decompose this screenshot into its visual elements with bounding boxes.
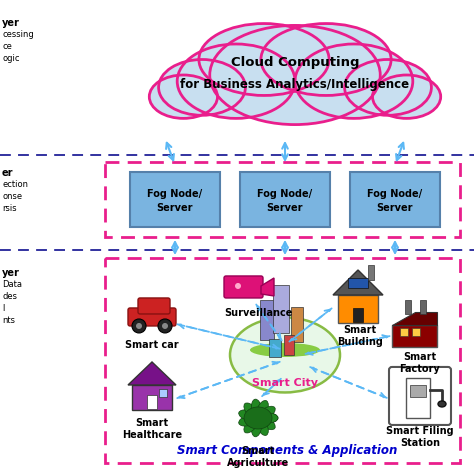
Text: yer: yer [2,268,20,278]
FancyBboxPatch shape [130,172,220,227]
FancyBboxPatch shape [284,335,294,355]
FancyBboxPatch shape [105,258,460,463]
Ellipse shape [345,60,431,115]
Ellipse shape [251,399,262,419]
FancyBboxPatch shape [273,285,289,333]
FancyBboxPatch shape [338,295,378,323]
Text: Smart
Building: Smart Building [337,325,383,346]
Text: Server: Server [157,203,193,213]
Text: for Business Analytics/Intelligence: for Business Analytics/Intelligence [181,79,410,91]
Text: Server: Server [267,203,303,213]
Ellipse shape [239,415,258,426]
Polygon shape [128,362,176,385]
Text: Smart car: Smart car [125,340,179,350]
Text: Smart
Agriculture: Smart Agriculture [227,446,289,467]
Ellipse shape [256,417,268,436]
Text: Fog Node/: Fog Node/ [147,190,202,200]
FancyBboxPatch shape [105,162,460,237]
Ellipse shape [257,416,275,429]
FancyBboxPatch shape [348,278,368,288]
Circle shape [235,283,241,289]
Ellipse shape [177,44,295,118]
Text: Smart
Factory: Smart Factory [400,352,440,374]
Ellipse shape [258,413,278,423]
FancyBboxPatch shape [224,276,263,298]
Ellipse shape [258,413,278,423]
Text: nts: nts [2,316,15,325]
Ellipse shape [373,75,441,118]
FancyBboxPatch shape [392,325,437,347]
Ellipse shape [256,401,268,419]
Text: Cloud Computing: Cloud Computing [231,56,359,70]
FancyBboxPatch shape [138,298,170,314]
Text: Smart City: Smart City [252,378,318,388]
Text: rsis: rsis [2,204,17,213]
Ellipse shape [295,44,413,118]
Polygon shape [333,270,383,295]
FancyBboxPatch shape [405,300,411,314]
FancyBboxPatch shape [368,265,374,280]
Circle shape [136,323,142,329]
Text: onse: onse [2,192,22,201]
Polygon shape [261,278,274,296]
Ellipse shape [261,24,391,95]
Ellipse shape [239,410,258,421]
Text: l: l [2,304,4,313]
Text: cessing: cessing [2,30,34,39]
Polygon shape [392,312,437,325]
Ellipse shape [244,417,259,433]
FancyBboxPatch shape [350,172,440,227]
Ellipse shape [230,318,340,392]
FancyBboxPatch shape [128,308,176,326]
Circle shape [158,319,172,333]
FancyBboxPatch shape [269,339,281,357]
FancyBboxPatch shape [291,307,303,342]
Text: ection: ection [2,180,28,189]
FancyBboxPatch shape [147,395,157,409]
Ellipse shape [244,403,259,419]
Text: Fog Node/: Fog Node/ [367,190,422,200]
FancyBboxPatch shape [412,328,420,336]
Ellipse shape [210,26,380,125]
FancyBboxPatch shape [400,328,408,336]
Ellipse shape [159,60,246,115]
Ellipse shape [251,417,262,437]
FancyBboxPatch shape [353,308,363,322]
Text: ogic: ogic [2,54,19,63]
Text: er: er [2,168,13,178]
Text: ce: ce [2,42,12,51]
Text: Smart Components & Application: Smart Components & Application [177,444,397,457]
Ellipse shape [199,24,329,95]
Ellipse shape [257,406,275,420]
Text: yer: yer [2,18,20,28]
FancyBboxPatch shape [410,385,426,397]
FancyBboxPatch shape [420,300,426,314]
Text: Smart
Healthcare: Smart Healthcare [122,418,182,439]
Text: Fog Node/: Fog Node/ [257,190,312,200]
Text: Server: Server [377,203,413,213]
Ellipse shape [438,401,446,407]
Ellipse shape [244,407,272,429]
Text: des: des [2,292,17,301]
FancyBboxPatch shape [240,172,330,227]
FancyBboxPatch shape [406,378,430,418]
FancyBboxPatch shape [159,389,167,397]
Ellipse shape [149,75,218,118]
FancyBboxPatch shape [132,385,172,410]
Circle shape [132,319,146,333]
FancyBboxPatch shape [260,300,274,340]
FancyBboxPatch shape [389,367,451,425]
Text: Smart Filing
Station: Smart Filing Station [386,426,454,447]
Circle shape [162,323,168,329]
Text: Surveillance: Surveillance [224,308,292,318]
Ellipse shape [250,343,320,357]
Text: Data: Data [2,280,22,289]
